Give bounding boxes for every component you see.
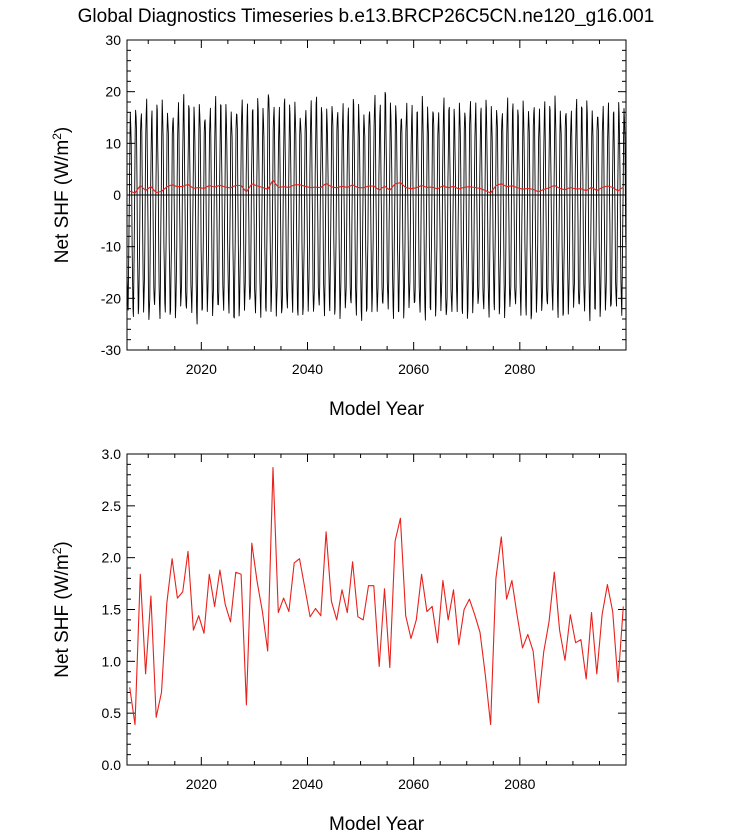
y-axis-label-main: Net SHF (W/m [52, 554, 73, 678]
y-axis-label-superscript: 2 [50, 547, 64, 554]
y-tick-label: 10 [105, 135, 121, 151]
y-tick-label: 20 [105, 84, 121, 100]
plot-area [127, 91, 626, 325]
y-tick-label: 30 [105, 32, 121, 48]
x-axis-label: Model Year [329, 814, 425, 835]
x-tick-label: 2080 [504, 361, 535, 377]
y-tick-label: -30 [101, 342, 121, 358]
y-axis-label: Net SHF (W/m2) [50, 127, 73, 264]
series-line-annual-mean [129, 466, 624, 726]
y-tick-label: 2.0 [102, 550, 122, 566]
y-tick-label: -20 [101, 290, 121, 306]
x-tick-label: 2020 [186, 776, 217, 792]
y-tick-label: 0.0 [102, 757, 122, 773]
plot-area [129, 466, 624, 726]
y-axis-label-close: ) [52, 541, 73, 547]
series-line-monthly [127, 91, 626, 325]
y-tick-label: 0 [113, 187, 121, 203]
x-tick-label: 2020 [186, 361, 217, 377]
x-tick-label: 2040 [292, 361, 323, 377]
y-axis-label: Net SHF (W/m2) [50, 541, 73, 678]
chart-panel-1: 2020 2040 2060 2080 -30 -20 -10 0 10 20 30 Model Ye… [50, 32, 627, 420]
y-axis-label-close: ) [52, 127, 73, 133]
x-tick-label: 2040 [292, 776, 323, 792]
y-axis-label-main: Net SHF (W/m [52, 140, 73, 264]
x-tick-label: 2080 [504, 776, 535, 792]
x-tick-label: 2060 [398, 776, 429, 792]
chart-title: Global Diagnostics Timeseries b.e13.BRCP… [77, 6, 655, 27]
series-line-annual-mean [129, 179, 624, 194]
y-tick-label: 0.5 [102, 705, 122, 721]
y-tick-label: 3.0 [102, 446, 122, 462]
y-tick-label: 2.5 [102, 498, 122, 514]
chart-panel-2: 2020 2040 2060 2080 0.0 0.5 1.0 1.5 2.0 2.5 3.0 Mod… [50, 446, 627, 835]
y-axis-label-superscript: 2 [50, 133, 64, 140]
y-tick-label: 1.5 [102, 602, 122, 618]
x-axis-label: Model Year [329, 399, 425, 420]
x-tick-label: 2060 [398, 361, 429, 377]
y-tick-label: -10 [101, 239, 121, 255]
plot-frame [126, 453, 627, 766]
y-tick-label: 1.0 [102, 653, 122, 669]
